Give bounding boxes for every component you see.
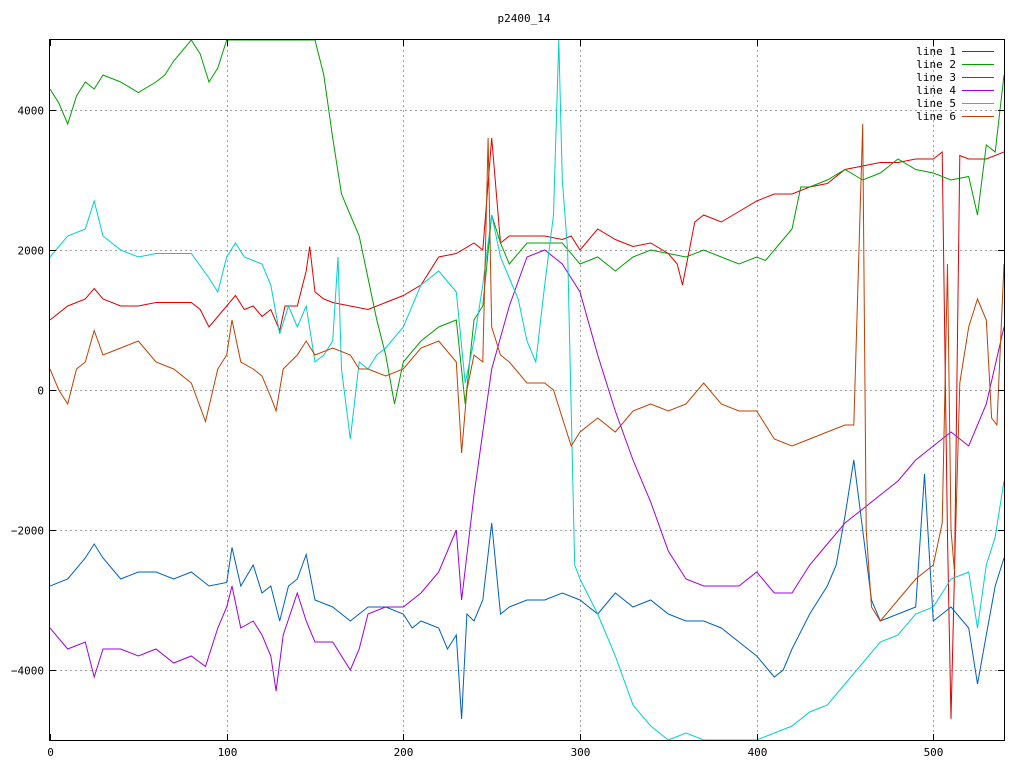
legend-label-5: line 5: [916, 97, 956, 110]
x-tick-label: 200: [394, 746, 414, 759]
legend-label-2: line 2: [916, 58, 956, 71]
y-tick-label: 4000: [18, 105, 45, 118]
y-tick-label: 0: [37, 385, 44, 398]
series-group: [50, 40, 1004, 740]
x-tick-label: 400: [748, 746, 768, 759]
x-tick-label: 500: [924, 746, 944, 759]
y-tick-label: 2000: [18, 245, 45, 258]
y-tick-label: −2000: [11, 525, 44, 538]
axes: 0 100 200 300 400 500 −4000 −2000 0 2000 4000: [11, 40, 1004, 759]
legend-label-4: line 4: [916, 84, 956, 97]
y-tick-label: −4000: [11, 665, 44, 678]
x-tick-label: 0: [47, 746, 54, 759]
chart-title: p2400_14: [498, 12, 551, 25]
grid: [50, 40, 1004, 740]
plot-frame: [49, 39, 1005, 741]
series-line-4: [50, 249, 1004, 692]
series-line-6: [50, 123, 1004, 622]
x-tick-label: 300: [571, 746, 591, 759]
series-line-5: [50, 40, 1004, 740]
legend-label-3: line 3: [916, 71, 956, 84]
x-tick-label: 100: [218, 746, 238, 759]
legend-label-6: line 6: [916, 110, 956, 123]
series-line-3: [50, 459, 1004, 720]
legend-label-1: line 1: [916, 45, 956, 58]
